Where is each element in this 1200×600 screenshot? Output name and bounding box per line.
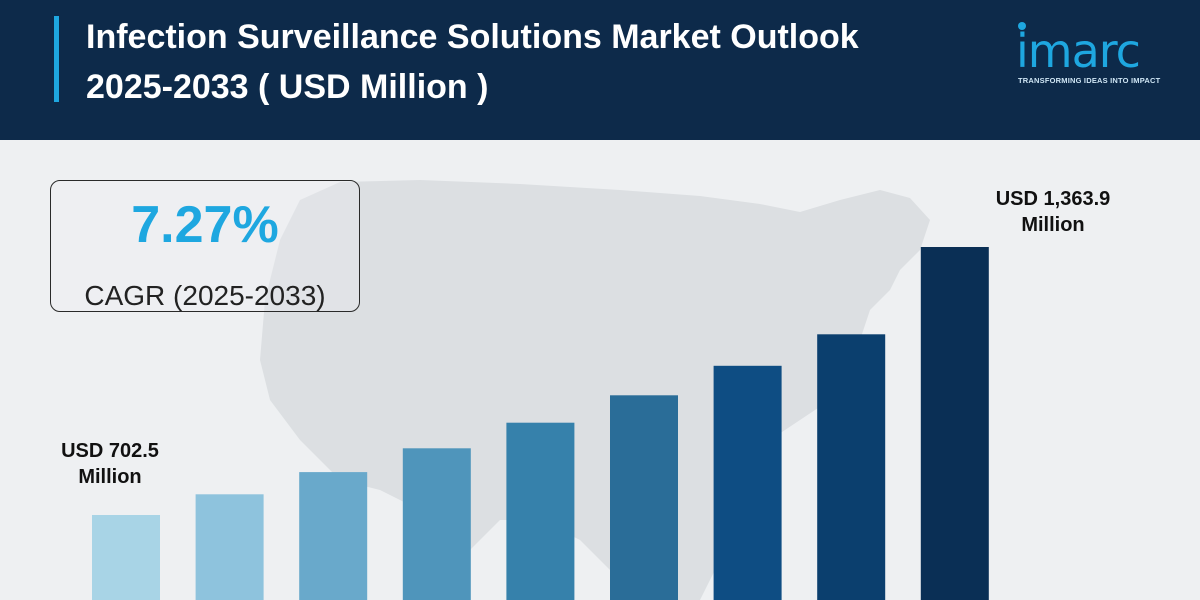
title-line-1: Infection Surveillance Solutions Market … [86, 18, 859, 56]
cagr-value: 7.27% [131, 196, 279, 254]
last-callout-value: USD 1,363.9 [995, 188, 1111, 210]
bar-2030 [610, 395, 678, 600]
page-title: Infection Surveillance Solutions Market … [86, 12, 986, 112]
title-accent-bar [54, 16, 59, 102]
header-banner: Infection Surveillance Solutions Market … [0, 0, 1200, 140]
bar-2028 [402, 448, 471, 600]
logo-dot-icon [1018, 22, 1026, 30]
first-bar-callout: USD 702.5 Million [40, 438, 180, 490]
bar-2025 [92, 515, 160, 600]
bar-2033 [920, 247, 989, 600]
bar-2026 [195, 494, 264, 600]
logo-tagline: TRANSFORMING IDEAS INTO IMPACT [1018, 76, 1161, 85]
last-bar-callout: USD 1,363.9 Million [968, 186, 1138, 238]
imarc-logo: imarc TRANSFORMING IDEAS INTO IMPACT [1012, 18, 1182, 88]
bar-2027 [299, 472, 368, 600]
first-callout-value: USD 702.5 [61, 440, 159, 462]
cagr-box: 7.27% CAGR (2025-2033) [50, 180, 360, 312]
title-line-2: 2025-2033 ( USD Million ) [86, 68, 489, 106]
bar-2032 [817, 334, 886, 600]
last-callout-unit: Million [1021, 214, 1085, 236]
bar-2031 [713, 365, 782, 600]
first-callout-unit: Million [78, 466, 142, 488]
logo-wordmark: imarc [1016, 24, 1141, 78]
cagr-label: CAGR (2025-2033) [84, 280, 326, 311]
bar-2029 [506, 422, 575, 600]
bar-group [92, 247, 989, 600]
